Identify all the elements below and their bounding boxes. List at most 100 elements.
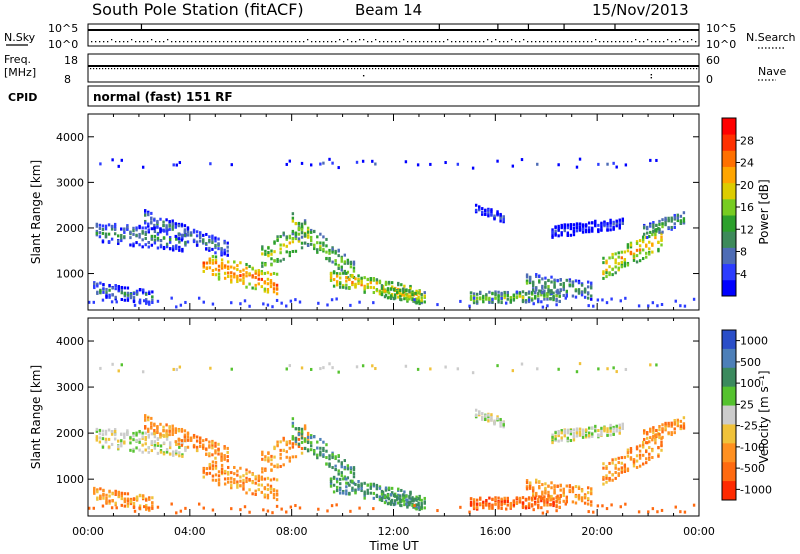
velocity-cell — [104, 432, 108, 436]
power-cell — [202, 238, 205, 242]
velocity-cell — [330, 504, 334, 508]
velocity-cell — [588, 431, 591, 435]
power-cell — [223, 271, 227, 275]
nsearch-dot — [415, 41, 417, 43]
velocity-cell — [220, 470, 224, 474]
power-cell — [387, 280, 391, 284]
velocity-cell — [102, 496, 105, 500]
power-cell — [494, 296, 497, 300]
power-cell — [456, 162, 460, 166]
power-cell — [330, 298, 334, 302]
velocity-cell — [156, 505, 160, 509]
power-cell — [126, 291, 130, 295]
nsky-panel: N.Sky 10^5 10^0 N.Search 10^5 10^0 — [4, 22, 796, 51]
power-cell — [363, 288, 366, 292]
power-cell — [351, 282, 354, 286]
velocity-cell — [409, 492, 412, 496]
velocity-cell — [99, 497, 102, 501]
velocity-cell — [156, 442, 160, 446]
power-cell — [189, 231, 193, 235]
nave-dot — [327, 68, 329, 70]
power-cell — [339, 276, 342, 280]
power-cell — [145, 298, 148, 302]
colorbar-cell — [722, 231, 736, 248]
velocity-cell — [309, 448, 313, 452]
velocity-cell — [611, 458, 614, 462]
velocity-cell — [99, 495, 102, 499]
velocity-cell — [271, 511, 274, 515]
power-cell — [214, 246, 217, 250]
velocity-cell — [214, 441, 217, 445]
nave-dot — [570, 68, 572, 70]
velocity-cell — [245, 476, 248, 480]
power-cell — [502, 218, 505, 222]
power-cell — [132, 226, 135, 230]
velocity-cell — [113, 433, 117, 437]
power-cell — [600, 221, 603, 225]
power-cell — [243, 299, 247, 303]
power-cell — [405, 288, 408, 292]
power-cell — [303, 221, 307, 225]
velocity-cell — [490, 416, 493, 420]
power-cell — [95, 229, 99, 233]
velocity-cell — [544, 491, 547, 495]
velocity-cell — [135, 495, 139, 499]
nave-dot — [441, 68, 443, 70]
power-cell — [291, 249, 295, 253]
velocity-cell — [642, 431, 646, 435]
velocity-cell — [475, 498, 479, 502]
velocity-cell — [586, 486, 590, 490]
power-cell — [339, 282, 342, 286]
velocity-cell — [402, 496, 405, 500]
velocity-cell — [205, 447, 208, 451]
velocity-cell — [524, 498, 528, 502]
power-cell — [135, 241, 138, 245]
nave-dot — [273, 68, 275, 70]
power-cell — [520, 158, 524, 162]
power-cell — [186, 240, 190, 244]
velocity-cell — [552, 501, 555, 505]
power-cell — [306, 235, 310, 239]
power-cell — [588, 228, 591, 232]
nave-dot — [453, 68, 455, 70]
power-cell — [99, 162, 102, 166]
velocity-cell — [583, 494, 587, 498]
velocity-cell — [386, 502, 390, 506]
power-cell — [150, 211, 153, 215]
power-cell — [590, 284, 593, 288]
power-cell — [211, 236, 214, 240]
velocity-cell — [135, 446, 138, 450]
velocity-cell — [629, 456, 633, 460]
velocity-cell — [335, 480, 339, 484]
velocity-cell — [499, 421, 502, 425]
power-cell — [568, 283, 572, 287]
power-cell — [384, 282, 388, 286]
velocity-cell — [546, 510, 549, 514]
velocity-cell — [429, 367, 432, 371]
velocity-cell — [667, 421, 670, 425]
power-cell — [571, 284, 575, 288]
power-cell — [475, 300, 479, 304]
power-cell — [107, 240, 111, 244]
velocity-cell — [584, 433, 588, 437]
velocity-cell — [303, 446, 307, 450]
nave-dot — [567, 68, 569, 70]
power-cell — [471, 166, 475, 170]
nsky-label: N.Sky — [4, 31, 36, 44]
power-cell — [499, 212, 502, 216]
velocity-cell — [316, 453, 319, 457]
power-cell — [156, 220, 159, 224]
power-cell — [601, 298, 604, 302]
nave-dot — [402, 68, 404, 70]
power-cell — [632, 252, 636, 256]
velocity-cell — [263, 495, 267, 499]
velocity-cell — [145, 505, 148, 509]
power-cell — [108, 288, 111, 292]
velocity-cell — [266, 476, 270, 480]
velocity-cell — [162, 441, 166, 445]
nsearch-dot — [359, 39, 361, 41]
velocity-cell — [402, 493, 405, 497]
power-cell — [223, 239, 226, 243]
velocity-cell — [211, 446, 214, 450]
power-cell — [280, 301, 283, 305]
